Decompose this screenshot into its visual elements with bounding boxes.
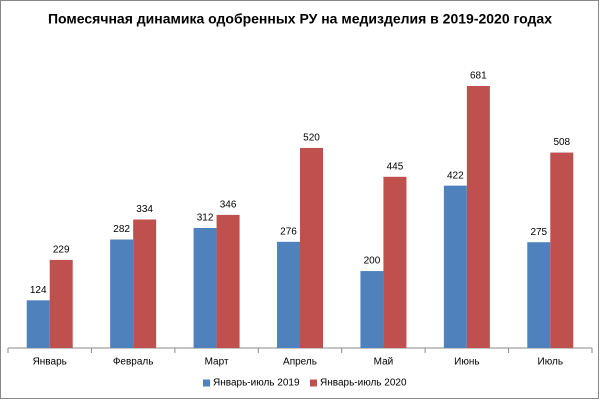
bar [527, 242, 551, 348]
data-label: 229 [53, 245, 70, 256]
x-tick-label: Июнь [454, 357, 479, 368]
x-tick-label: Май [374, 357, 394, 368]
bar [193, 227, 217, 348]
bar [277, 241, 300, 348]
bar [216, 214, 240, 348]
data-label: 312 [197, 213, 214, 224]
data-label: 346 [220, 200, 237, 211]
data-label: 200 [364, 256, 381, 267]
bar [466, 86, 490, 348]
legend-swatch [203, 379, 210, 387]
data-label: 275 [530, 227, 547, 238]
bar [443, 185, 467, 348]
data-label: 334 [136, 204, 153, 215]
bar [133, 219, 157, 348]
data-label: 520 [303, 133, 320, 144]
legend-swatch [310, 379, 317, 387]
bar [110, 239, 134, 348]
x-tick-label: Апрель [283, 357, 317, 368]
data-label: 282 [113, 224, 130, 235]
legend-label: Январь-июль 2019 [213, 378, 300, 389]
bar [360, 271, 384, 348]
bar [300, 147, 323, 348]
data-label: 124 [30, 285, 47, 296]
x-tick-label: Февраль [113, 357, 154, 368]
x-tick-label: Январь [33, 357, 67, 368]
bar [49, 259, 73, 348]
data-label: 276 [280, 226, 297, 237]
data-label: 422 [447, 170, 464, 181]
bar [383, 176, 407, 348]
x-tick-label: Март [205, 357, 229, 368]
x-tick-label: Июль [538, 357, 564, 368]
bar [26, 300, 50, 348]
data-label: 681 [470, 71, 487, 82]
data-label: 508 [553, 137, 570, 148]
bar [550, 152, 574, 348]
legend-label: Январь-июль 2020 [320, 378, 407, 389]
chart-title: Помесячная динамика одобренных РУ на мед… [48, 11, 552, 27]
data-label: 445 [387, 161, 404, 172]
